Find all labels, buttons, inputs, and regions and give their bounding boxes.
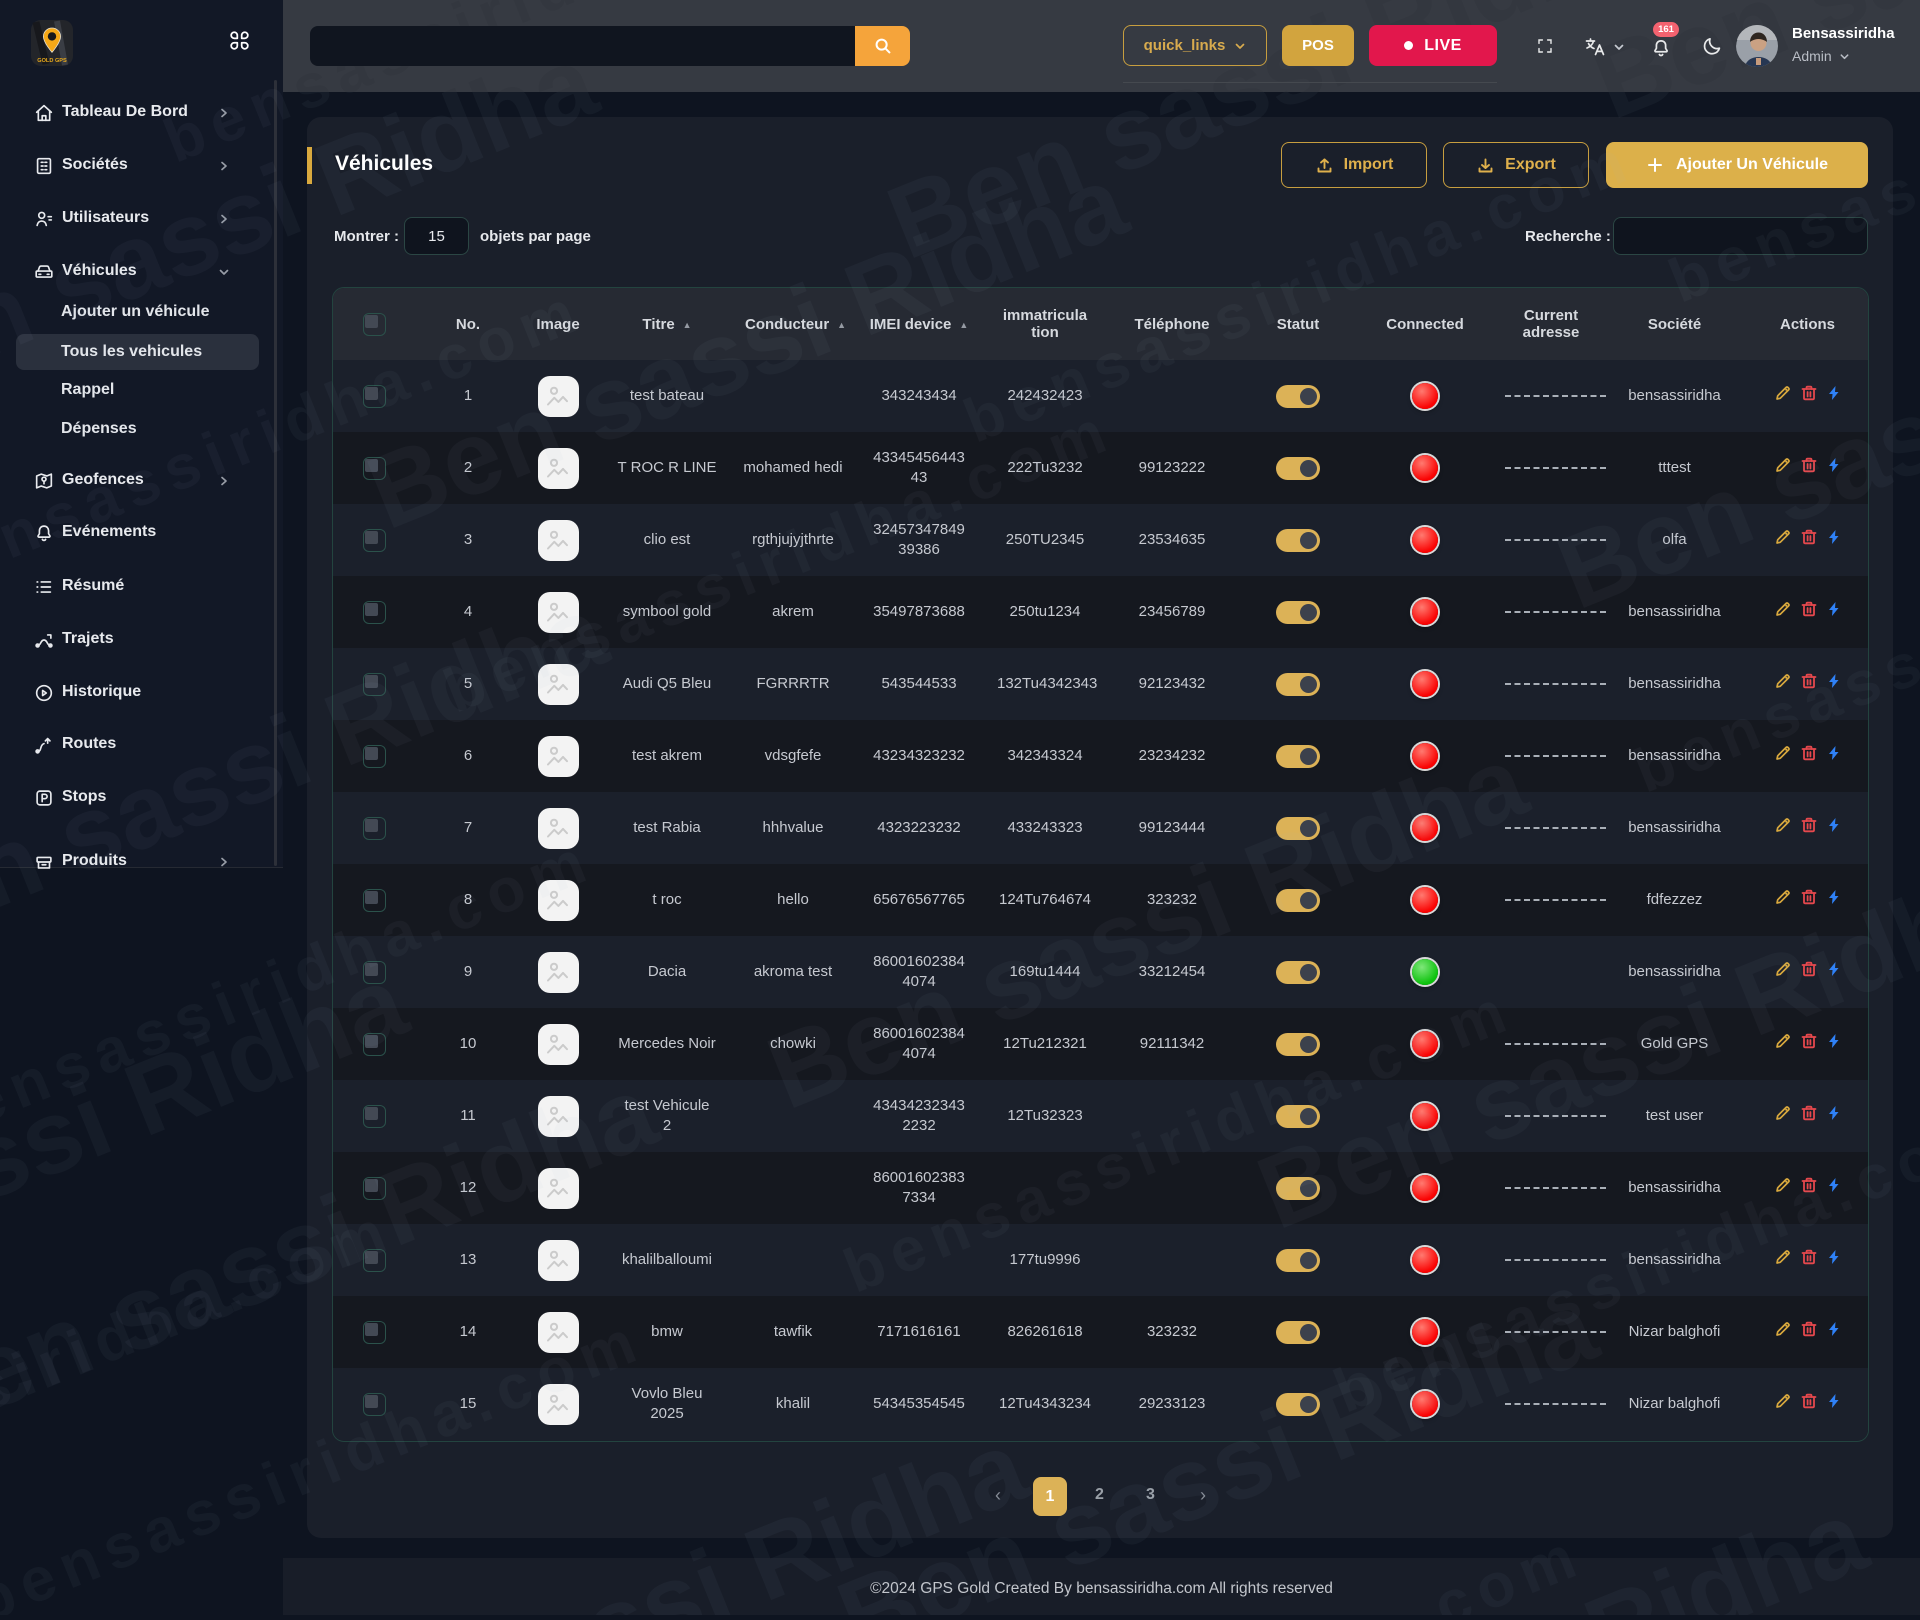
svg-text:bensassiridha.com: bensassiridha.com (1660, 0, 1920, 92)
svg-text:GOLD GPS: GOLD GPS (37, 58, 67, 64)
svg-text:Ben sassi Ridha: Ben sassi Ridha (283, 0, 862, 2)
